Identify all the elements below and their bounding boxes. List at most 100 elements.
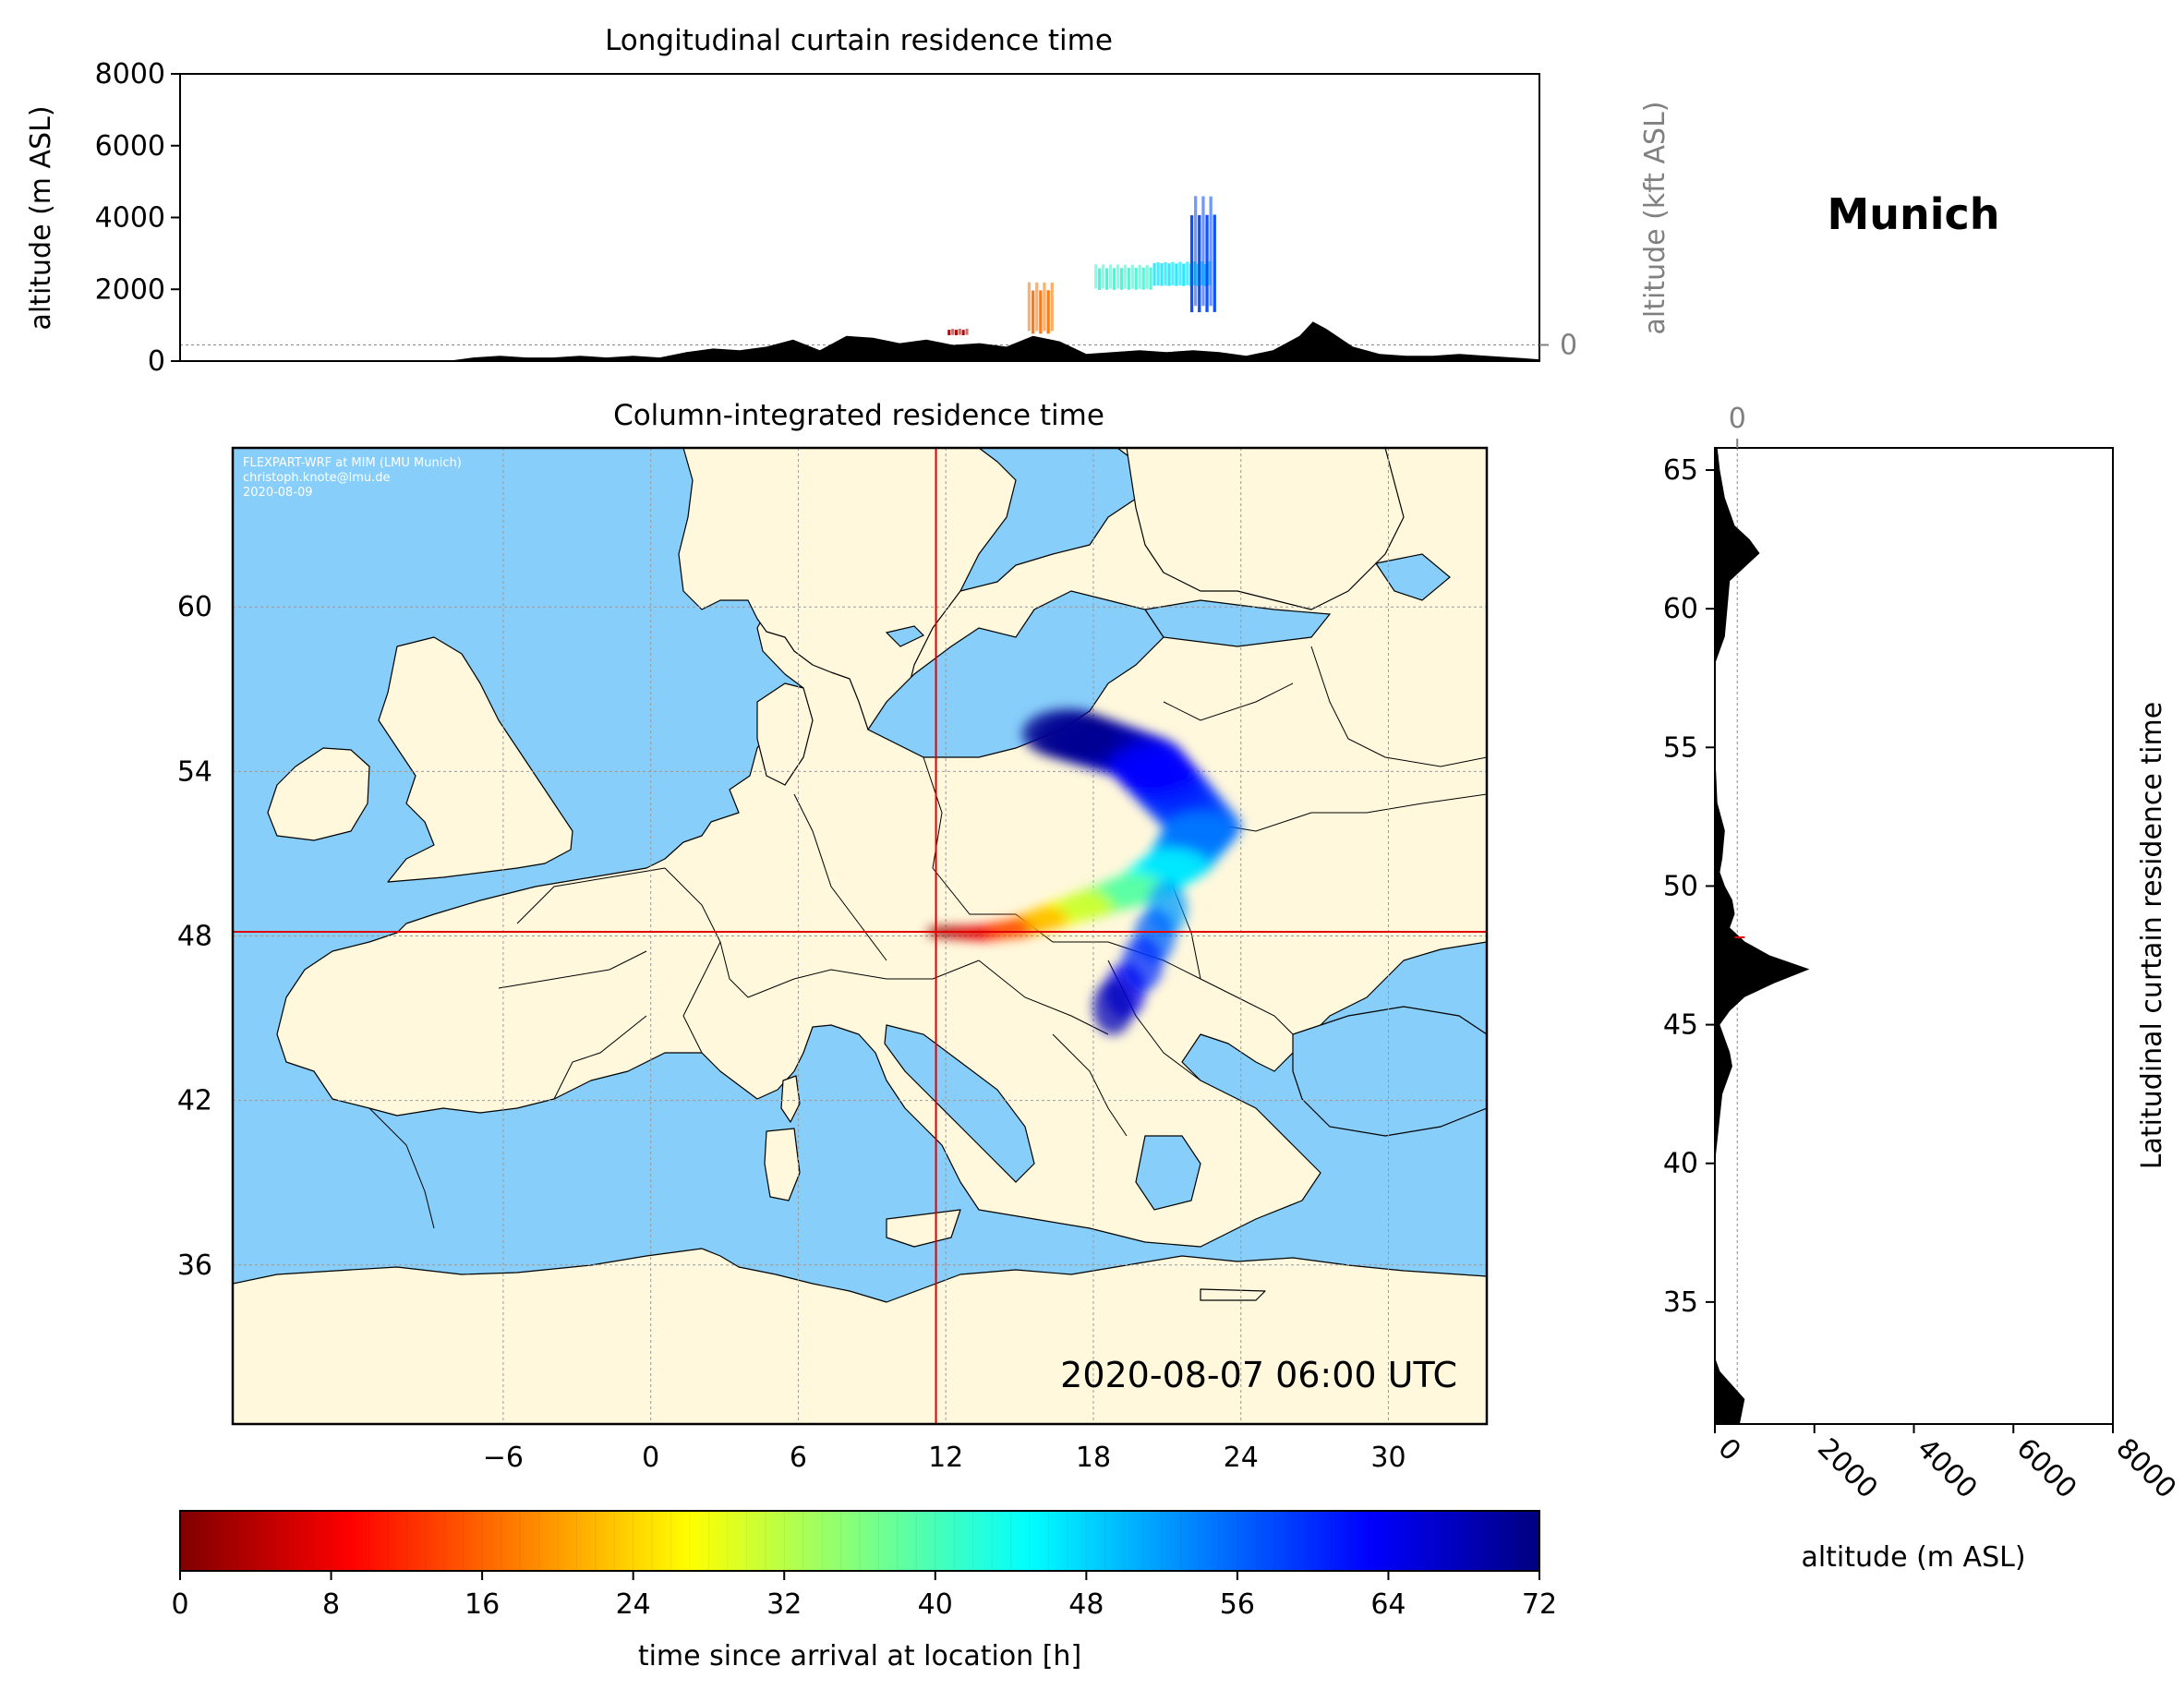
latitudinal-xtick-label: 4000 — [1911, 1432, 1984, 1505]
land-scandinavia — [678, 448, 1017, 730]
longitudinal-residence-cell — [1032, 290, 1035, 334]
longitudinal-residence-cell — [1152, 262, 1156, 286]
longitudinal-axes-frame — [179, 73, 1540, 362]
longitudinal-residence-cell — [1039, 290, 1043, 334]
longitudinal-residence-cell — [1027, 282, 1032, 332]
credit-line-3: 2020-08-09 — [243, 486, 313, 500]
latitudinal-axes-frame — [1714, 447, 2114, 1425]
longitudinal-residence-cell — [1119, 268, 1123, 290]
plume-segment — [1108, 743, 1192, 790]
colorbar-tick-label: 8 — [322, 1588, 340, 1621]
longitudinal-residence-cell — [1094, 264, 1098, 289]
longitudinal-residence-cell — [1104, 268, 1109, 290]
longitudinal-ytick-label: 8000 — [95, 58, 165, 91]
land-corsica — [780, 1075, 801, 1123]
longitudinal-residence-cell — [1186, 261, 1189, 285]
longitudinal-residence-cell — [1171, 261, 1175, 286]
longitudinal-ylabel: altitude (m ASL) — [25, 105, 57, 330]
longitudinal-residence-cell — [1194, 196, 1198, 307]
colorbar-bar — [180, 1511, 1539, 1571]
plume-segment — [1063, 890, 1114, 919]
map-x-ticks: −6 0 6 12 18 24 30 — [483, 1442, 1406, 1474]
longitudinal-residence-cell — [1189, 215, 1194, 313]
map-gridlines — [233, 448, 1487, 1424]
longitudinal-residence-cell — [1164, 261, 1167, 286]
longitudinal-residence-cell — [1050, 283, 1054, 332]
longitudinal-residence-cell — [1201, 196, 1205, 307]
longitudinal-residence-cell — [1167, 263, 1171, 286]
colorbar-frame — [179, 1510, 1540, 1572]
longitudinal-residence-cell — [1138, 264, 1141, 289]
latitudinal-xtick-top-label: 0 — [1729, 403, 1746, 435]
colorbar-tick-label: 16 — [465, 1588, 500, 1621]
residence-plume — [926, 708, 1242, 1035]
longitudinal-curtain-title: Longitudinal curtain residence time — [605, 24, 1113, 57]
latitudinal-xtick-label: 8000 — [2109, 1432, 2182, 1505]
plume-segment — [997, 919, 1032, 938]
longitudinal-residence-cell — [1098, 268, 1102, 290]
longitudinal-ytick-label: 4000 — [95, 202, 165, 235]
longitudinal-ytick-label: 0 — [148, 345, 165, 378]
land-crete — [1200, 1288, 1266, 1301]
longitudinal-residence-cell — [958, 329, 961, 335]
credit-line-1: FLEXPART-WRF at MIM (LMU Munich) — [243, 456, 462, 470]
lake-ladoga — [1375, 553, 1451, 601]
longitudinal-residence-cell — [1127, 268, 1130, 290]
colorbar-label: time since arrival at location [h] — [638, 1640, 1081, 1672]
map-ytick-label: 60 — [177, 591, 212, 623]
longitudinal-residence-cell — [1160, 263, 1164, 286]
aegean-sea — [1135, 1135, 1201, 1211]
map-xtick-label: 0 — [642, 1442, 659, 1474]
map-xtick-label: −6 — [483, 1442, 524, 1474]
longitudinal-residence-cell — [1035, 282, 1039, 332]
map-ytick-label: 42 — [177, 1085, 212, 1117]
map-ytick-label: 54 — [177, 755, 212, 788]
latitudinal-x-ticks: 0 2000 4000 6000 8000 — [1711, 1424, 2182, 1505]
inner-seas — [867, 553, 1487, 1211]
map-xtick-label: 30 — [1370, 1442, 1406, 1474]
latitudinal-xtick-label: 6000 — [2010, 1432, 2083, 1505]
longitudinal-residence-cell — [947, 330, 951, 335]
map-ytick-label: 48 — [177, 921, 212, 953]
black-sea — [1292, 1006, 1487, 1137]
colorbar-tick-label: 24 — [616, 1588, 651, 1621]
longitudinal-residence-cell — [1130, 264, 1134, 289]
colorbar-band-edges — [198, 1511, 1522, 1571]
longitudinal-residence-cell — [1205, 214, 1209, 312]
longitudinal-residence-cell — [961, 330, 965, 335]
longitudinal-curtain-panel: Longitudinal curtain residence time 0 200… — [25, 24, 1671, 378]
land-sicily — [886, 1209, 961, 1248]
colorbar-tick-label: 0 — [171, 1588, 188, 1621]
plume-segment — [1026, 906, 1068, 930]
latitudinal-ytick-label: 55 — [1663, 731, 1698, 764]
longitudinal-ytick-label: 6000 — [95, 130, 165, 163]
longitudinal-y-ticks: 0 2000 4000 6000 8000 — [95, 58, 180, 378]
colorbar-tick-label: 32 — [766, 1588, 802, 1621]
longitudinal-residence-cell — [965, 329, 969, 335]
colorbar-tick-label: 56 — [1220, 1588, 1255, 1621]
map-y-ticks: 36 42 48 54 60 — [177, 591, 212, 1282]
map-xtick-label: 24 — [1224, 1442, 1259, 1474]
colorbar: 0 8 16 24 32 40 48 56 64 72 time since arrival at… — [171, 1510, 1557, 1672]
gulf-of-finland — [1143, 599, 1332, 647]
latitudinal-ytick-label: 65 — [1663, 454, 1698, 487]
land-continental-europe — [233, 1248, 1487, 1424]
colorbar-tick-label: 48 — [1068, 1588, 1104, 1621]
longitudinal-residence-cell — [1046, 290, 1050, 334]
longitudinal-residence-cell — [951, 329, 955, 335]
land-denmark — [756, 682, 814, 786]
longitudinal-residence-cell — [1108, 264, 1113, 289]
credit-line-2: christoph.knote@lmu.de — [243, 471, 391, 485]
colorbar-ticks: 0 8 16 24 32 40 48 56 64 72 — [171, 1571, 1557, 1621]
latitudinal-ytick-label: 40 — [1663, 1148, 1698, 1180]
latitudinal-y-ticks: 35 40 45 50 55 60 65 — [1663, 454, 1715, 1319]
plume-segment — [1141, 847, 1209, 884]
adriatic-sea — [884, 1024, 1035, 1183]
plume-segment — [1021, 708, 1113, 759]
plume-segment — [1092, 979, 1134, 1035]
latitudinal-xlabel: altitude (m ASL) — [1801, 1541, 2025, 1574]
latitudinal-xtick-label: 2000 — [1811, 1432, 1884, 1505]
longitudinal-residence-cell — [1149, 267, 1152, 290]
